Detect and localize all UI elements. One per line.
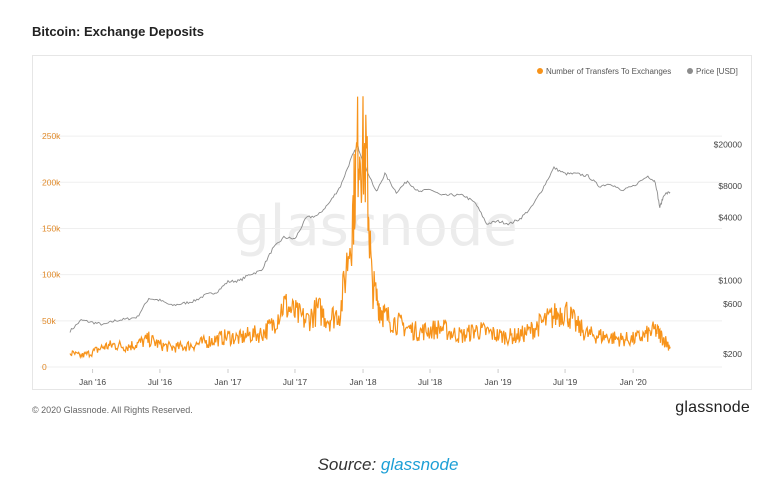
source-link[interactable]: glassnode [380,455,459,474]
x-tick-label: Jan '19 [485,377,512,387]
source-caption: Source: glassnode [0,455,776,475]
chart-title: Bitcoin: Exchange Deposits [32,24,204,39]
x-tick-label: Jan '18 [349,377,376,387]
y-right-tick-label: $4000 [718,213,742,223]
legend-swatch-transfers [537,68,543,74]
y-right-tick-label: $200 [723,349,742,359]
y-left-tick-label: 250k [42,131,61,141]
chart-frame [32,55,752,390]
legend-label-price: Price [USD] [696,67,738,76]
legend-label-transfers: Number of Transfers To Exchanges [546,67,671,76]
watermark-text: glassnode [234,194,518,259]
y-left-tick-label: 50k [42,316,56,326]
x-tick-label: Jan '20 [620,377,647,387]
y-right-tick-label: $1000 [718,276,742,286]
x-tick-label: Jul '19 [553,377,578,387]
y-right-tick-label: $8000 [718,181,742,191]
x-tick-label: Jul '17 [283,377,308,387]
y-left-tick-label: 150k [42,223,61,233]
x-tick-label: Jul '18 [418,377,443,387]
y-right-tick-label: $600 [723,299,742,309]
x-tick-label: Jan '17 [214,377,241,387]
x-tick-label: Jan '16 [79,377,106,387]
price-series-line [69,143,671,333]
transfers-series-line [69,96,671,360]
legend-swatch-price [687,68,693,74]
copyright-text: © 2020 Glassnode. All Rights Reserved. [32,405,193,415]
x-tick-label: Jul '16 [148,377,173,387]
y-left-tick-label: 100k [42,270,61,280]
y-left-tick-label: 200k [42,177,61,187]
exchange-deposits-chart: glassnode 0 50k 100k 150k 200k 250k $200 $600 $10… [40,67,743,387]
y-left-tick-label: 0 [42,362,47,372]
glassnode-logo[interactable]: glassnode [675,399,750,416]
source-prefix: Source: [317,455,381,474]
y-right-tick-label: $20000 [714,140,743,150]
